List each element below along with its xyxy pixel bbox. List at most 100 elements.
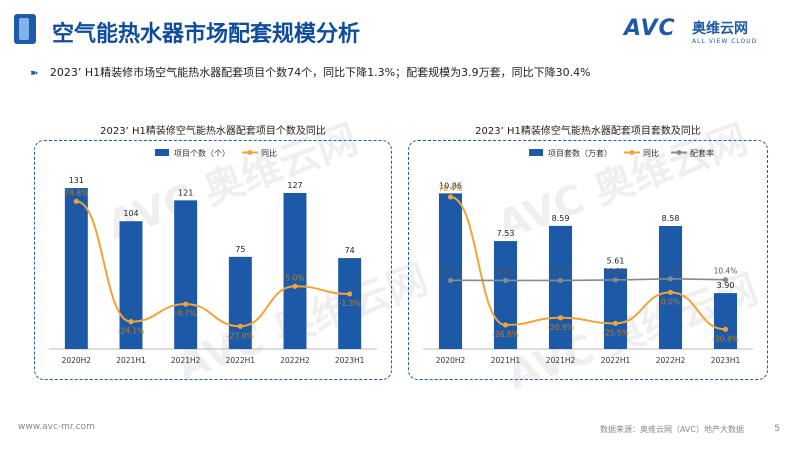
logo-chinese-name: 奥维云网 bbox=[692, 21, 748, 37]
bar-data-label: 3.90 bbox=[717, 281, 735, 290]
series-line bbox=[450, 195, 726, 331]
legend-label: 同比 bbox=[643, 148, 659, 158]
chart-1-svg: 项目个数（个） 同比 131 2020H2 104 2021H1 121 2021H2 75 20… bbox=[49, 148, 377, 365]
legend-label: 配套率 bbox=[690, 148, 714, 158]
bar-data-label: 8.59 bbox=[552, 214, 570, 223]
line-point bbox=[557, 277, 564, 284]
line-point bbox=[667, 276, 674, 282]
line-data-label: -1.3% bbox=[339, 299, 361, 308]
bar bbox=[174, 200, 198, 349]
bar-data-label: 131 bbox=[69, 176, 84, 185]
chart-2-svg: 项目套数（万套） 同比 配套率 10.86 2020H2 7.53 2021H1 8.59 20… bbox=[423, 148, 753, 365]
bar-data-label: 10.86 bbox=[439, 181, 462, 190]
company-logo: AVC 奥维云网 ALL VIEW CLOUD bbox=[624, 16, 774, 52]
bar-data-label: 7.53 bbox=[497, 229, 515, 238]
chart-2-panel: 项目套数（万套） 同比 配套率 10.86 2020H2 7.53 2021H1 8.59 20… bbox=[408, 140, 768, 380]
line-point bbox=[502, 277, 509, 284]
bar bbox=[438, 193, 463, 349]
line-data-label: 78.4% bbox=[439, 184, 463, 193]
line-data-label: 5.0% bbox=[285, 273, 304, 282]
x-tick-label: 2021H1 bbox=[116, 356, 146, 365]
line-point bbox=[667, 289, 674, 295]
line-data-label: -9.7% bbox=[175, 309, 197, 318]
line-point bbox=[447, 277, 454, 283]
line-data-label: 74.8% bbox=[64, 188, 88, 197]
line-point bbox=[557, 315, 564, 321]
legend-marker bbox=[676, 150, 682, 155]
page-number: 5 bbox=[774, 424, 780, 434]
legend-swatch-bar bbox=[155, 149, 169, 156]
line-point bbox=[128, 319, 134, 325]
x-tick-label: 2021H2 bbox=[171, 356, 201, 365]
summary-text: 2023’ H1精装修市场空气能热水器配套项目个数74个，同比下降1.3%；配套… bbox=[49, 66, 591, 79]
bar-data-label: 5.61 bbox=[607, 257, 625, 266]
line-data-label: -25.5% bbox=[602, 328, 629, 337]
chart-1-title: 2023’ H1精装修空气能热水器配套项目个数及同比 bbox=[100, 126, 326, 137]
x-tick-label: 2022H1 bbox=[601, 356, 631, 365]
bar bbox=[64, 188, 88, 349]
footer-source: 数据来源：奥维云网（AVC）地产大数据 bbox=[599, 425, 744, 434]
line-data-label: 10.4% bbox=[714, 267, 738, 276]
line-point bbox=[447, 194, 454, 200]
series-line bbox=[76, 200, 350, 328]
logo-english-name: ALL VIEW CLOUD bbox=[692, 38, 758, 45]
chart-2-title: 2023’ H1精装修空气能热水器配套项目套数及同比 bbox=[475, 126, 701, 137]
x-tick-label: 2020H2 bbox=[62, 356, 92, 365]
title-accent-bar bbox=[14, 14, 36, 44]
bar-data-label: 121 bbox=[178, 188, 193, 197]
line-data-label: 9.8% bbox=[551, 267, 570, 276]
logo-mark: AVC bbox=[624, 16, 676, 41]
bar-data-label: 75 bbox=[235, 245, 245, 254]
legend-swatch-bar bbox=[529, 149, 543, 156]
x-tick-label: 2022H1 bbox=[226, 356, 256, 365]
bar bbox=[119, 221, 143, 349]
legend-label: 同比 bbox=[261, 148, 277, 158]
footer-website[interactable]: www.avc-mr.com bbox=[18, 422, 95, 432]
line-point bbox=[612, 320, 619, 326]
legend-label: 项目套数（万套） bbox=[548, 148, 612, 158]
bar-data-label: 74 bbox=[345, 246, 355, 255]
line-point bbox=[237, 323, 243, 329]
x-tick-label: 2023H1 bbox=[711, 356, 741, 365]
bar bbox=[338, 258, 362, 349]
line-point bbox=[183, 301, 189, 307]
line-data-label: 10.2% bbox=[604, 267, 628, 276]
x-tick-label: 2022H2 bbox=[656, 356, 686, 365]
line-point bbox=[292, 283, 298, 289]
line-data-label: -30.4% bbox=[712, 334, 739, 343]
legend-label: 项目个数（个） bbox=[174, 148, 230, 158]
line-point bbox=[722, 326, 729, 332]
line-point bbox=[347, 291, 353, 297]
bar bbox=[713, 293, 738, 349]
line-data-label: -20.9% bbox=[547, 323, 574, 332]
series-line bbox=[450, 278, 726, 282]
bar-data-label: 104 bbox=[123, 209, 138, 218]
x-tick-label: 2020H2 bbox=[436, 356, 466, 365]
line-point bbox=[502, 322, 509, 328]
bar bbox=[603, 268, 628, 349]
line-data-label: 11.1% bbox=[659, 266, 683, 275]
x-tick-label: 2021H2 bbox=[546, 356, 576, 365]
bar bbox=[283, 192, 307, 349]
legend-marker bbox=[629, 150, 635, 155]
line-data-label: 9.8% bbox=[496, 267, 515, 276]
line-data-label: 9.9% bbox=[441, 267, 460, 276]
line-data-label: -24.1% bbox=[118, 327, 145, 336]
x-tick-label: 2022H2 bbox=[280, 356, 310, 365]
bar-data-label: 127 bbox=[287, 181, 302, 190]
bar-data-label: 8.58 bbox=[662, 214, 680, 223]
line-point bbox=[722, 277, 729, 283]
page-title: 空气能热水器市场配套规模分析 bbox=[52, 22, 361, 47]
x-tick-label: 2023H1 bbox=[335, 356, 365, 365]
line-data-label: 0.0% bbox=[661, 297, 680, 306]
summary-line: ➽ 2023’ H1精装修市场空气能热水器配套项目个数74个，同比下降1.3%；… bbox=[30, 64, 591, 80]
chart-1-panel: 项目个数（个） 同比 131 2020H2 104 2021H1 121 2021H2 75 20… bbox=[34, 140, 392, 380]
line-point bbox=[73, 198, 79, 204]
line-point bbox=[612, 277, 619, 283]
legend-marker bbox=[247, 150, 253, 155]
line-data-label: -27.9% bbox=[227, 331, 254, 340]
arrow-bullet-icon: ➽ bbox=[30, 68, 39, 79]
line-data-label: -26.8% bbox=[492, 330, 519, 339]
bar bbox=[658, 226, 683, 349]
x-tick-label: 2021H1 bbox=[491, 356, 521, 365]
